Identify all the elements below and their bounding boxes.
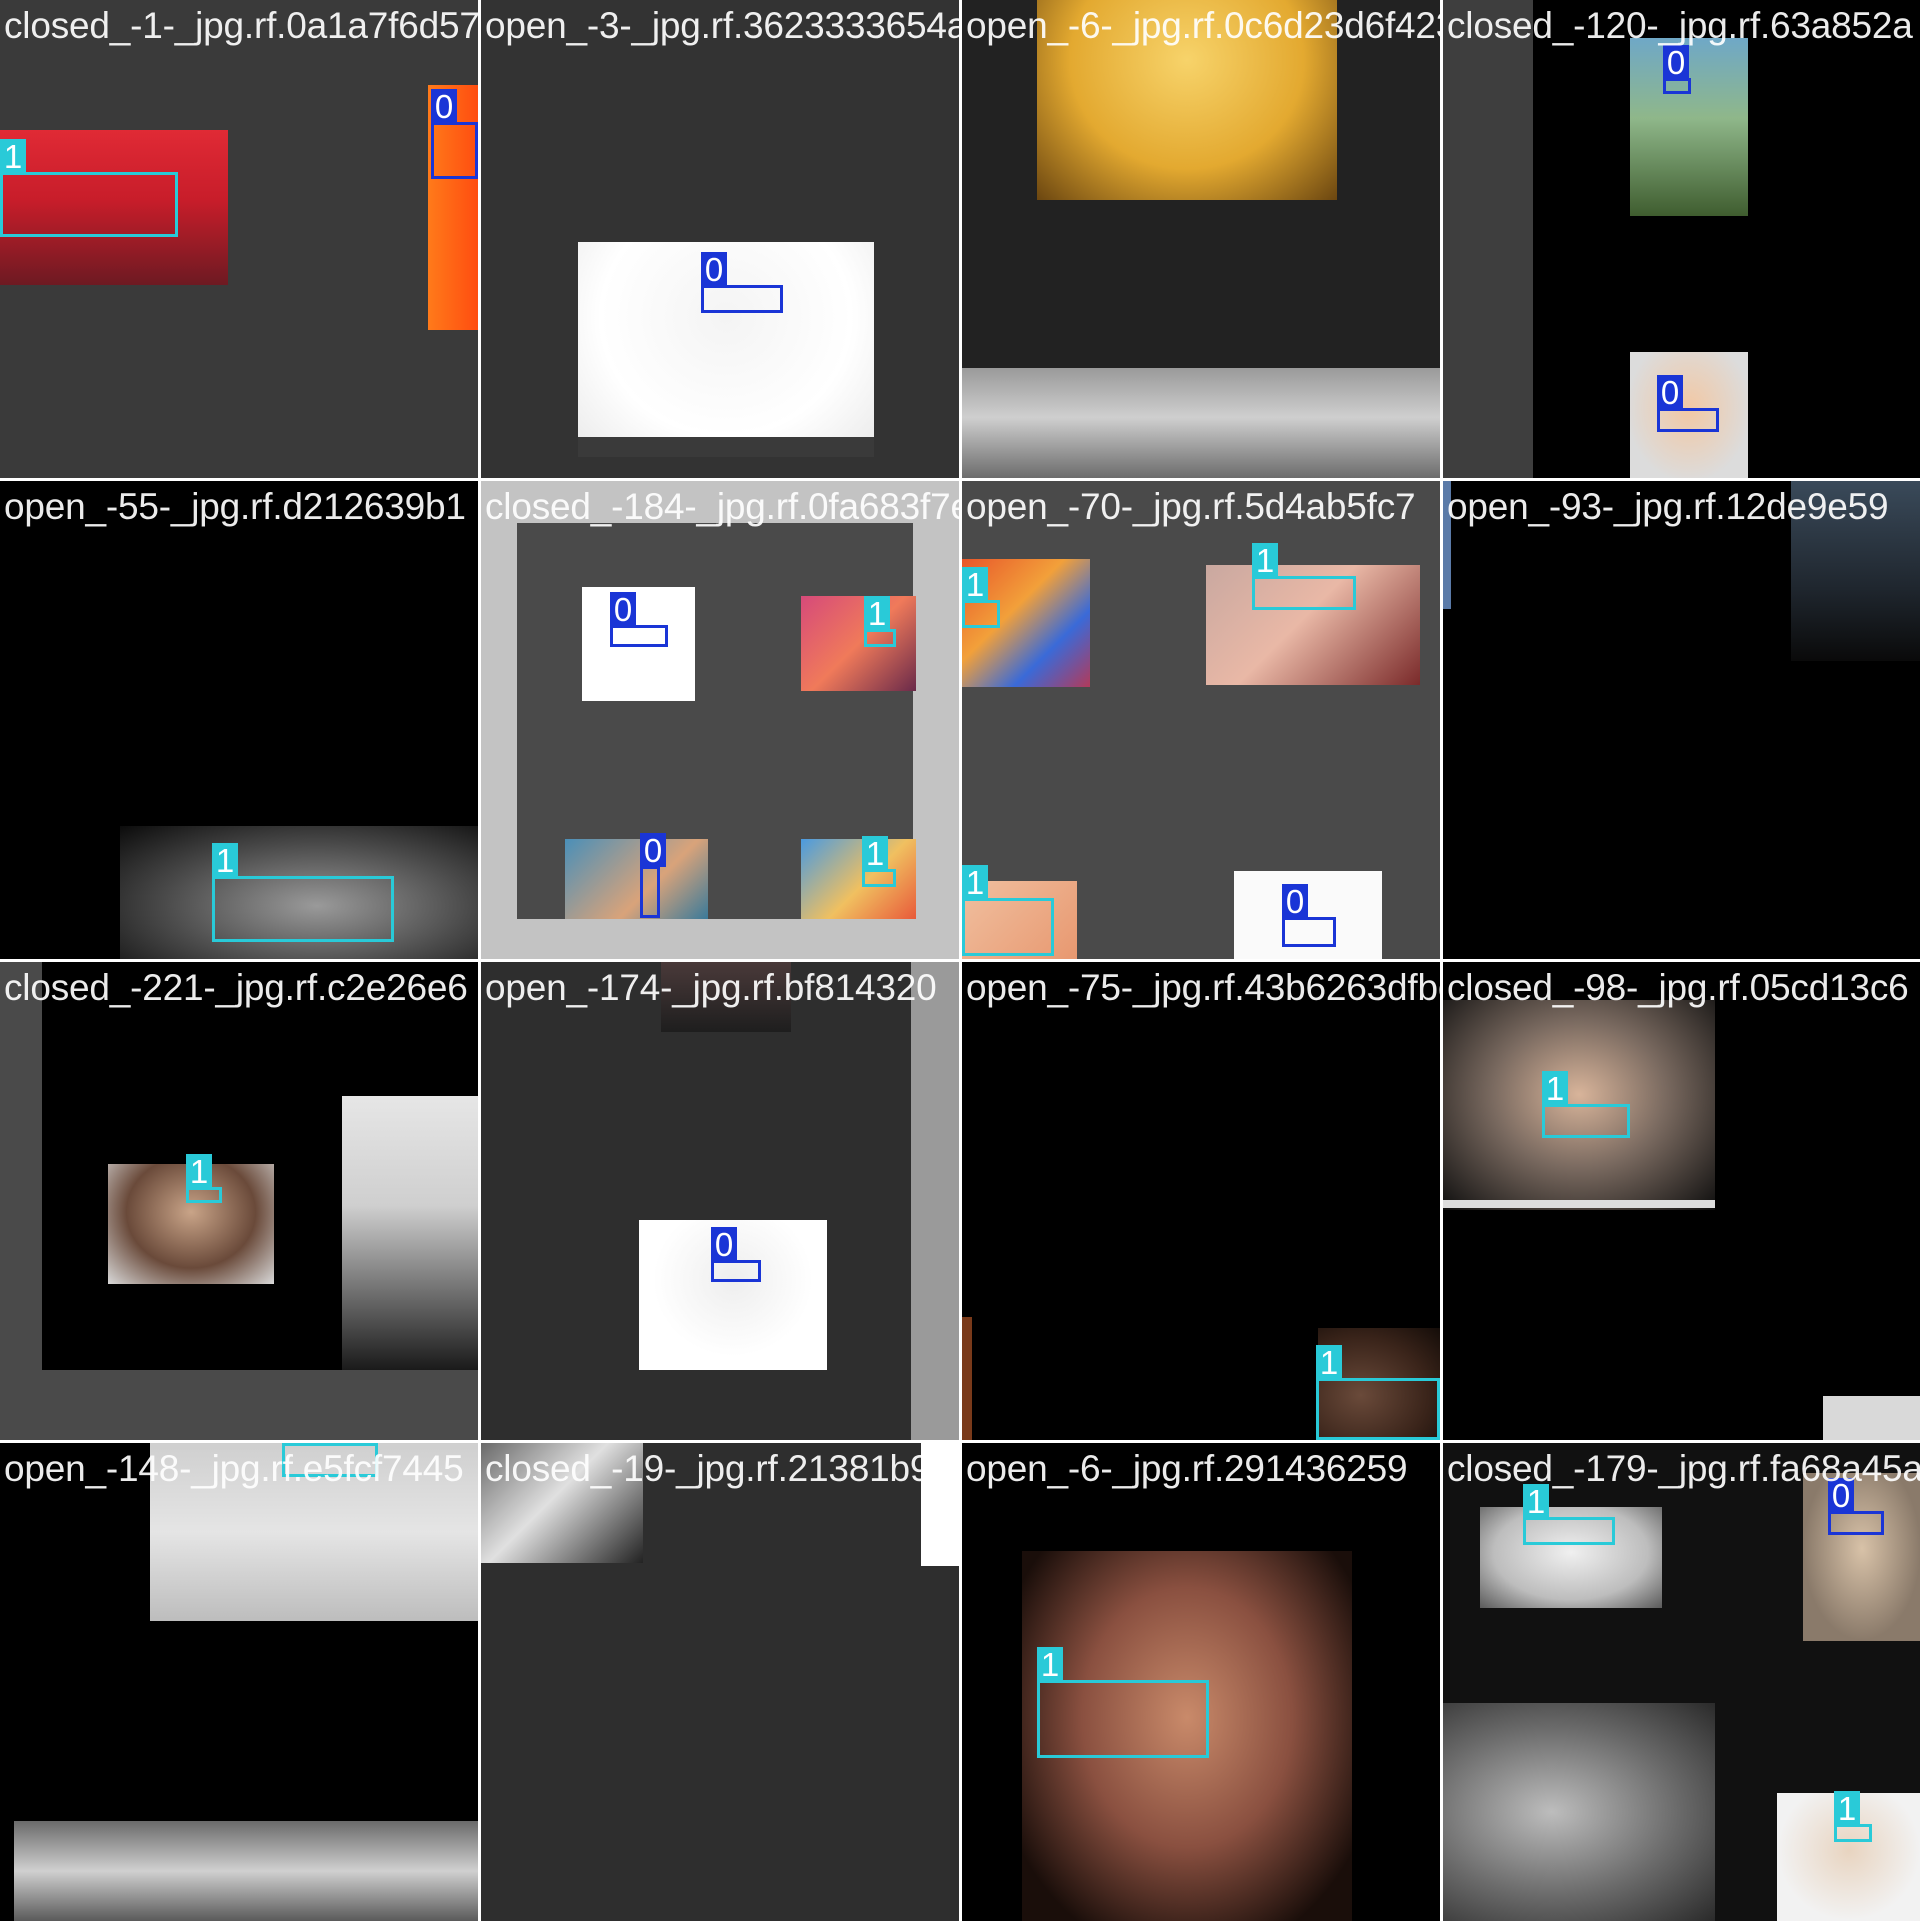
photo-side-panel [1443, 0, 1533, 478]
bbox: 0 [1828, 1478, 1884, 1535]
tile-caption: open_-55-_jpg.rf.d212639b1 [4, 486, 466, 527]
photo-dark-figure [1791, 481, 1920, 661]
photo-lips [1443, 1703, 1715, 1921]
photo-pale-girl [1480, 1507, 1662, 1608]
photo-baby-sweater [150, 1443, 478, 1621]
bbox: 1 [212, 843, 394, 942]
tile-7: 1 1 1 0 open_-70-_jpg.rf.5d4ab5fc7 [962, 481, 1440, 959]
bbox: 1 [282, 1443, 378, 1477]
photo-blonde-face [1803, 1473, 1920, 1641]
bbox-label: 0 [610, 592, 636, 628]
bbox-label: 1 [282, 1443, 308, 1446]
bbox-label: 1 [962, 567, 988, 603]
bbox-label: 1 [186, 1154, 212, 1190]
bbox-label: 0 [701, 252, 727, 288]
bbox: 0 [610, 592, 668, 647]
bbox: 1 [1542, 1071, 1630, 1138]
photo-left-slice [962, 1317, 972, 1440]
bbox: 0 [701, 252, 783, 313]
bbox-label: 1 [962, 865, 988, 901]
bbox-label: 0 [711, 1227, 737, 1263]
photo-right-bar [911, 962, 959, 1440]
bbox: 1 [0, 139, 178, 237]
bbox: 1 [1252, 543, 1356, 610]
bbox-label: 1 [1834, 1791, 1860, 1827]
photo-smiling-face [1630, 352, 1748, 478]
tile-caption: open_-6-_jpg.rf.291436259 [966, 1448, 1408, 1489]
bbox: 0 [1282, 884, 1336, 947]
tile-2: 0 open_-3-_jpg.rf.3623333654a19f3ca [481, 0, 959, 478]
tile-3: open_-6-_jpg.rf.0c6d23d6f423ea3207 [962, 0, 1440, 478]
photo-makeup-face [1022, 1551, 1352, 1921]
bbox-label: 1 [862, 836, 888, 872]
bbox: 0 [1657, 375, 1719, 432]
bbox-label: 0 [1282, 884, 1308, 920]
photo-footer-strip [578, 437, 874, 457]
bbox-label: 0 [431, 89, 457, 125]
bbox-label: 1 [1542, 1071, 1568, 1107]
bbox-label: 0 [640, 833, 666, 869]
photo-hair-bottom [14, 1821, 478, 1921]
bbox: 1 [1316, 1345, 1440, 1440]
bbox: 0 [711, 1227, 761, 1282]
bbox-label: 0 [1663, 45, 1689, 81]
bbox-label: 0 [1657, 375, 1683, 411]
tile-caption: closed_-1-_jpg.rf.0a1a7f6d57288d1 [4, 5, 478, 46]
tile-13: 1 open_-148-_jpg.rf.e5fcf7445 [0, 1443, 478, 1921]
tile-4: 0 0 closed_-120-_jpg.rf.63a852a [1443, 0, 1920, 478]
photo-blue-water [565, 839, 708, 919]
bbox-label: 0 [1828, 1478, 1854, 1514]
bbox: 0 [1663, 45, 1691, 94]
tile-caption: open_-3-_jpg.rf.3623333654a19f3ca [485, 5, 959, 46]
photo-red-anime [801, 596, 916, 691]
bbox: 0 [431, 89, 478, 179]
tile-10: 0 open_-174-_jpg.rf.bf814320 [481, 962, 959, 1440]
bbox: 1 [1523, 1484, 1615, 1545]
photo-white-block [921, 1443, 959, 1566]
photo-top-dark [661, 962, 791, 1032]
photo-girl-field [1630, 38, 1748, 216]
tile-15: 1 open_-6-_jpg.rf.291436259 [962, 1443, 1440, 1921]
bbox: 1 [1037, 1647, 1209, 1758]
bbox-label: 1 [1252, 543, 1278, 579]
bbox: 1 [862, 836, 896, 887]
bbox: 1 [962, 567, 1000, 628]
photo-eyes-dark [120, 826, 478, 959]
tile-12: 1 closed_-98-_jpg.rf.05cd13c6 [1443, 962, 1920, 1440]
photo-boy-footer [1443, 1200, 1715, 1208]
bbox-label: 1 [0, 139, 26, 175]
tile-14: closed_-19-_jpg.rf.21381b9 [481, 1443, 959, 1921]
bbox: 1 [1834, 1791, 1872, 1842]
tile-16: 1 0 1 closed_-179-_jpg.rf.fa68a45a [1443, 1443, 1920, 1921]
bbox-label: 1 [1523, 1484, 1549, 1520]
bbox-label: 1 [864, 596, 890, 632]
tile-caption: open_-75-_jpg.rf.43b6263dfbe [966, 967, 1440, 1008]
photo-man-portrait [342, 1096, 478, 1370]
tile-1: 1 0 closed_-1-_jpg.rf.0a1a7f6d57288d1 [0, 0, 478, 478]
tile-6: 0 1 0 1 closed_-184-_jpg.rf.0fa683f7e [481, 481, 959, 959]
tile-9: 1 closed_-221-_jpg.rf.c2e26e6 [0, 962, 478, 1440]
tile-8: open_-93-_jpg.rf.12de9e59 [1443, 481, 1920, 959]
photo-anime-hat [801, 839, 916, 919]
photo-grey-corner [1823, 1396, 1920, 1440]
bbox: 1 [186, 1154, 222, 1203]
photo-golden-face [1037, 0, 1337, 200]
photo-grey-hair [962, 368, 1440, 478]
bbox-label: 1 [1316, 1345, 1342, 1381]
tile-5: 1 open_-55-_jpg.rf.d212639b1 [0, 481, 478, 959]
photo-blue-strip [1443, 481, 1451, 609]
photo-redhead [1206, 565, 1420, 685]
photo-orange-face [428, 85, 478, 330]
photo-jacket [481, 1443, 643, 1563]
tile-11: 1 open_-75-_jpg.rf.43b6263dfbe [962, 962, 1440, 1440]
bbox: 0 [640, 833, 666, 918]
bbox-label: 1 [212, 843, 238, 879]
bbox: 1 [864, 596, 896, 647]
bbox: 1 [962, 865, 1054, 956]
bbox-label: 1 [1037, 1647, 1063, 1683]
tile-caption: open_-70-_jpg.rf.5d4ab5fc7 [966, 486, 1416, 527]
photo-red-eyes [0, 130, 228, 285]
